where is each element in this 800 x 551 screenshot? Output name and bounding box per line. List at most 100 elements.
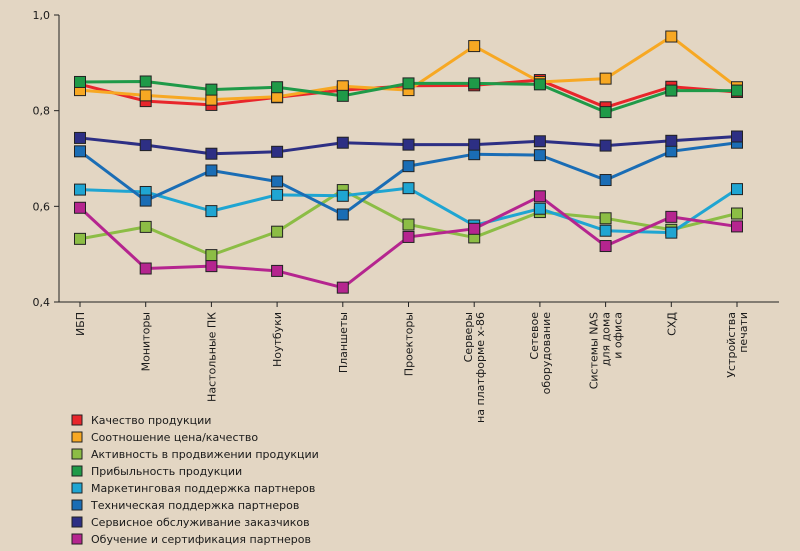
- data-point: [205, 260, 218, 273]
- x-tick-label: Мониторы: [140, 312, 153, 371]
- data-point: [402, 230, 415, 243]
- x-tick-label-line: Сетевое: [528, 312, 541, 360]
- x-tick-label: Планшеты: [337, 312, 350, 373]
- data-point: [271, 188, 284, 201]
- data-point: [731, 220, 743, 233]
- data-point: [468, 40, 481, 53]
- data-point: [74, 145, 86, 158]
- data-point: [271, 145, 284, 158]
- data-point: [599, 212, 612, 225]
- x-tick-label: Серверы на платформе x-86: [462, 312, 487, 423]
- legend-label: Маркетинговая поддержка партнеров: [91, 482, 315, 495]
- data-point: [139, 262, 152, 275]
- x-tick-label-line: оборудование: [540, 312, 553, 395]
- data-point: [402, 77, 415, 90]
- data-point: [468, 222, 481, 235]
- data-point: [139, 220, 152, 233]
- data-point: [665, 134, 678, 147]
- data-point: [468, 77, 481, 90]
- x-tick-label-line: Планшеты: [337, 312, 350, 373]
- legend-swatch: [71, 414, 83, 426]
- data-point: [205, 83, 218, 96]
- data-point: [271, 264, 284, 277]
- data-point: [665, 226, 678, 239]
- x-tick-label-line: печати: [737, 312, 750, 353]
- data-point: [599, 106, 612, 119]
- data-point: [402, 160, 415, 173]
- data-point: [731, 207, 743, 220]
- data-point: [665, 210, 678, 223]
- data-point: [74, 183, 86, 196]
- legend: Качество продукции Соотношение цена/качес…: [71, 414, 319, 546]
- x-tick-label: Сетевое оборудование: [528, 312, 553, 395]
- y-tick-label: 0,6: [33, 200, 51, 213]
- legend-swatch: [71, 448, 83, 460]
- data-point: [665, 84, 678, 97]
- data-point: [599, 224, 612, 237]
- x-tick-label-line: Устройства: [725, 312, 738, 378]
- data-point: [731, 84, 743, 97]
- x-tick-label-line: ИБП: [74, 312, 87, 336]
- y-tick-label: 1,0: [33, 9, 51, 22]
- x-tick-label: Системы NAS для дома и офиса: [588, 312, 625, 389]
- y-tick-label: 0,4: [33, 296, 51, 309]
- axes: [58, 15, 779, 303]
- series-line: [79, 141, 738, 216]
- legend-label: Обучение и сертификация партнеров: [91, 533, 311, 546]
- data-point: [271, 81, 284, 94]
- legend-label: Сервисное обслуживание заказчиков: [91, 516, 310, 529]
- data-point: [402, 182, 415, 195]
- x-tick-label-line: на платформе x-86: [474, 312, 487, 423]
- legend-label: Прибыльность продукции: [91, 465, 242, 478]
- data-point: [336, 208, 349, 221]
- x-tick-label: Устройства печати: [725, 312, 750, 378]
- data-point: [205, 249, 218, 262]
- x-tick-label: СХД: [665, 312, 678, 336]
- data-point: [533, 202, 546, 215]
- data-point: [533, 78, 546, 91]
- data-point: [402, 138, 415, 151]
- data-point: [205, 164, 218, 177]
- data-point: [205, 147, 218, 160]
- data-point: [139, 75, 152, 88]
- data-point: [599, 72, 612, 85]
- data-point: [336, 136, 349, 149]
- data-point: [599, 174, 612, 187]
- legend-swatch: [71, 482, 83, 494]
- data-point: [731, 130, 743, 143]
- x-tick-label-line: Ноутбуки: [271, 312, 284, 367]
- data-point: [74, 75, 86, 88]
- legend-label: Качество продукции: [91, 414, 211, 427]
- x-tick-label-line: Настольные ПК: [205, 312, 218, 402]
- data-point: [139, 194, 152, 207]
- data-point: [468, 138, 481, 151]
- x-axis-labels: ИБП Мониторы Настольные ПК Ноутбуки Планшеты…: [74, 302, 750, 423]
- x-tick-label-line: и офиса: [612, 312, 625, 359]
- x-tick-label-line: Проекторы: [403, 312, 416, 376]
- series-markers: [74, 30, 743, 294]
- data-point: [74, 232, 86, 245]
- data-point: [533, 135, 546, 148]
- data-point: [731, 183, 743, 196]
- data-point: [74, 201, 86, 214]
- data-point: [336, 89, 349, 102]
- x-tick-label-line: для дома: [600, 312, 613, 366]
- data-point: [533, 190, 546, 203]
- x-tick-label: ИБП: [74, 312, 87, 336]
- x-tick-label-line: СХД: [665, 312, 678, 336]
- data-point: [665, 30, 678, 43]
- legend-label: Техническая поддержка партнеров: [90, 499, 299, 512]
- x-tick-label: Проекторы: [403, 312, 416, 376]
- legend-swatch: [71, 431, 83, 443]
- data-point: [599, 139, 612, 152]
- data-point: [533, 149, 546, 162]
- y-axis-ticks: 0,4 0,6 0,8 1,0: [33, 9, 59, 309]
- x-tick-label-line: Серверы: [462, 312, 475, 362]
- x-tick-label: Ноутбуки: [271, 312, 284, 367]
- legend-label: Соотношение цена/качество: [91, 431, 258, 444]
- x-tick-label-line: Системы NAS: [588, 312, 601, 389]
- data-point: [599, 240, 612, 253]
- data-point: [271, 225, 284, 238]
- data-point: [205, 93, 218, 106]
- data-point: [139, 139, 152, 152]
